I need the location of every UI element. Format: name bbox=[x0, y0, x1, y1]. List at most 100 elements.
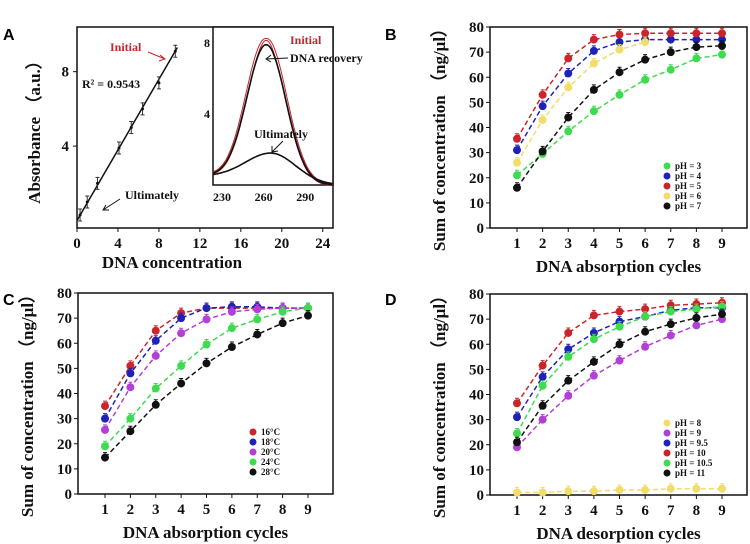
legend-label: pH = 9.5 bbox=[675, 438, 708, 448]
legend-marker bbox=[249, 428, 257, 436]
x-tick-label: 24 bbox=[315, 236, 331, 252]
legend-marker bbox=[663, 419, 671, 427]
legend-label: pH = 7 bbox=[675, 201, 702, 211]
inset-recovery-label: DNA recovery bbox=[290, 51, 363, 65]
data-point bbox=[589, 107, 598, 116]
x-tick-label: 20 bbox=[274, 236, 289, 252]
data-point bbox=[615, 356, 624, 365]
data-point bbox=[513, 171, 521, 180]
data-point bbox=[253, 330, 262, 339]
x-tick-label: 9 bbox=[718, 236, 726, 252]
legend-label: pH = 3 bbox=[675, 161, 702, 171]
x-tick-label: 4 bbox=[114, 236, 122, 252]
inset-x-tick-label: 230 bbox=[213, 190, 231, 204]
legend-marker bbox=[663, 429, 671, 437]
data-point bbox=[513, 438, 521, 447]
data-point bbox=[151, 400, 160, 409]
data-point bbox=[718, 484, 726, 493]
x-tick-label: 3 bbox=[565, 236, 573, 252]
data-point bbox=[538, 115, 547, 124]
data-point bbox=[615, 90, 624, 99]
data-point bbox=[641, 485, 650, 494]
y-tick-label: 30 bbox=[469, 413, 484, 429]
legend-marker bbox=[663, 459, 671, 467]
initial-label: Initial bbox=[110, 40, 142, 54]
data-point bbox=[692, 305, 701, 314]
data-point bbox=[718, 302, 726, 311]
y-axis-label: Sum of concentration （ng/μl） bbox=[17, 286, 37, 517]
legend-marker bbox=[249, 458, 257, 466]
y-axis-label: Absorbance （a.u.） bbox=[24, 52, 44, 204]
data-point bbox=[202, 359, 211, 368]
data-point bbox=[564, 54, 573, 63]
panel-C: C 1 2 3 4 5 6 7 8 9 0 10 20 30 40 50 60 70 80 DNA absorptio… bbox=[3, 286, 334, 542]
panel-D: D 1 2 3 4 5 6 7 8 9 0 10 20 30 40 50 60 70 80 DNA desorptio… bbox=[385, 287, 748, 543]
x-tick-label: 9 bbox=[304, 502, 312, 518]
data-point bbox=[151, 326, 160, 335]
inset-x-tick-label: 260 bbox=[255, 190, 273, 204]
series-pH-7 bbox=[513, 40, 726, 192]
y-tick-label: 40 bbox=[469, 388, 484, 404]
data-point bbox=[538, 488, 547, 497]
x-tick-label: 4 bbox=[177, 502, 185, 518]
data-point bbox=[126, 414, 135, 423]
legend-label: pH = 10 bbox=[675, 448, 706, 458]
data-point bbox=[117, 146, 121, 150]
x-tick-label: 6 bbox=[641, 236, 649, 252]
series-pH-10.5 bbox=[513, 301, 726, 438]
data-point bbox=[564, 328, 573, 337]
data-point bbox=[538, 147, 547, 156]
data-point bbox=[692, 29, 701, 38]
data-point bbox=[157, 81, 161, 85]
x-tick-label: 12 bbox=[192, 236, 207, 252]
y-tick-label: 50 bbox=[469, 95, 484, 111]
y-tick-label: 8 bbox=[62, 65, 70, 81]
legend-marker bbox=[249, 448, 257, 456]
x-axis-label: DNA desorption cycles bbox=[536, 524, 701, 543]
y-tick-label: 60 bbox=[469, 70, 484, 86]
series-pH-3 bbox=[513, 49, 726, 180]
y-tick-label: 50 bbox=[57, 361, 72, 377]
x-tick-label: 6 bbox=[228, 502, 236, 518]
panel-label: B bbox=[385, 27, 397, 44]
data-point bbox=[692, 54, 701, 63]
y-axis-label: Sum of concentration （ng/μl） bbox=[429, 287, 449, 518]
y-tick-label: 60 bbox=[469, 337, 484, 353]
x-tick-label: 8 bbox=[693, 503, 701, 519]
y-tick-label: 60 bbox=[57, 336, 72, 352]
y-tick-label: 70 bbox=[469, 45, 484, 61]
data-point bbox=[718, 41, 726, 50]
legend-label: pH = 10.5 bbox=[675, 458, 713, 468]
data-point bbox=[202, 304, 211, 313]
ultimately-label: Ultimately bbox=[125, 188, 179, 202]
x-tick-label: 1 bbox=[513, 236, 521, 252]
data-point bbox=[641, 38, 650, 47]
data-point bbox=[641, 342, 650, 351]
x-tick-label: 1 bbox=[101, 502, 109, 518]
x-tick-label: 2 bbox=[539, 503, 547, 519]
data-point bbox=[513, 488, 521, 497]
data-point bbox=[589, 311, 598, 320]
data-point bbox=[304, 304, 312, 313]
x-axis-label: DNA absorption cycles bbox=[536, 257, 702, 276]
legend-label: pH = 6 bbox=[675, 191, 702, 201]
panel-label: C bbox=[3, 292, 15, 309]
series-line bbox=[516, 307, 722, 418]
x-tick-label: 8 bbox=[279, 502, 287, 518]
x-tick-label: 5 bbox=[203, 502, 211, 518]
y-tick-label: 40 bbox=[57, 387, 72, 403]
data-point bbox=[589, 487, 598, 496]
y-tick-label: 80 bbox=[469, 20, 484, 36]
data-point bbox=[564, 69, 573, 78]
data-point bbox=[177, 314, 186, 323]
legend-label: pH = 5 bbox=[675, 181, 702, 191]
legend-label: 28°C bbox=[261, 467, 280, 477]
data-point bbox=[564, 113, 573, 122]
data-point bbox=[564, 345, 573, 354]
data-point bbox=[538, 90, 547, 99]
data-point bbox=[177, 329, 186, 338]
data-point bbox=[692, 484, 701, 493]
x-tick-label: 7 bbox=[667, 503, 675, 519]
fit-line bbox=[76, 47, 179, 221]
data-point bbox=[513, 413, 521, 422]
